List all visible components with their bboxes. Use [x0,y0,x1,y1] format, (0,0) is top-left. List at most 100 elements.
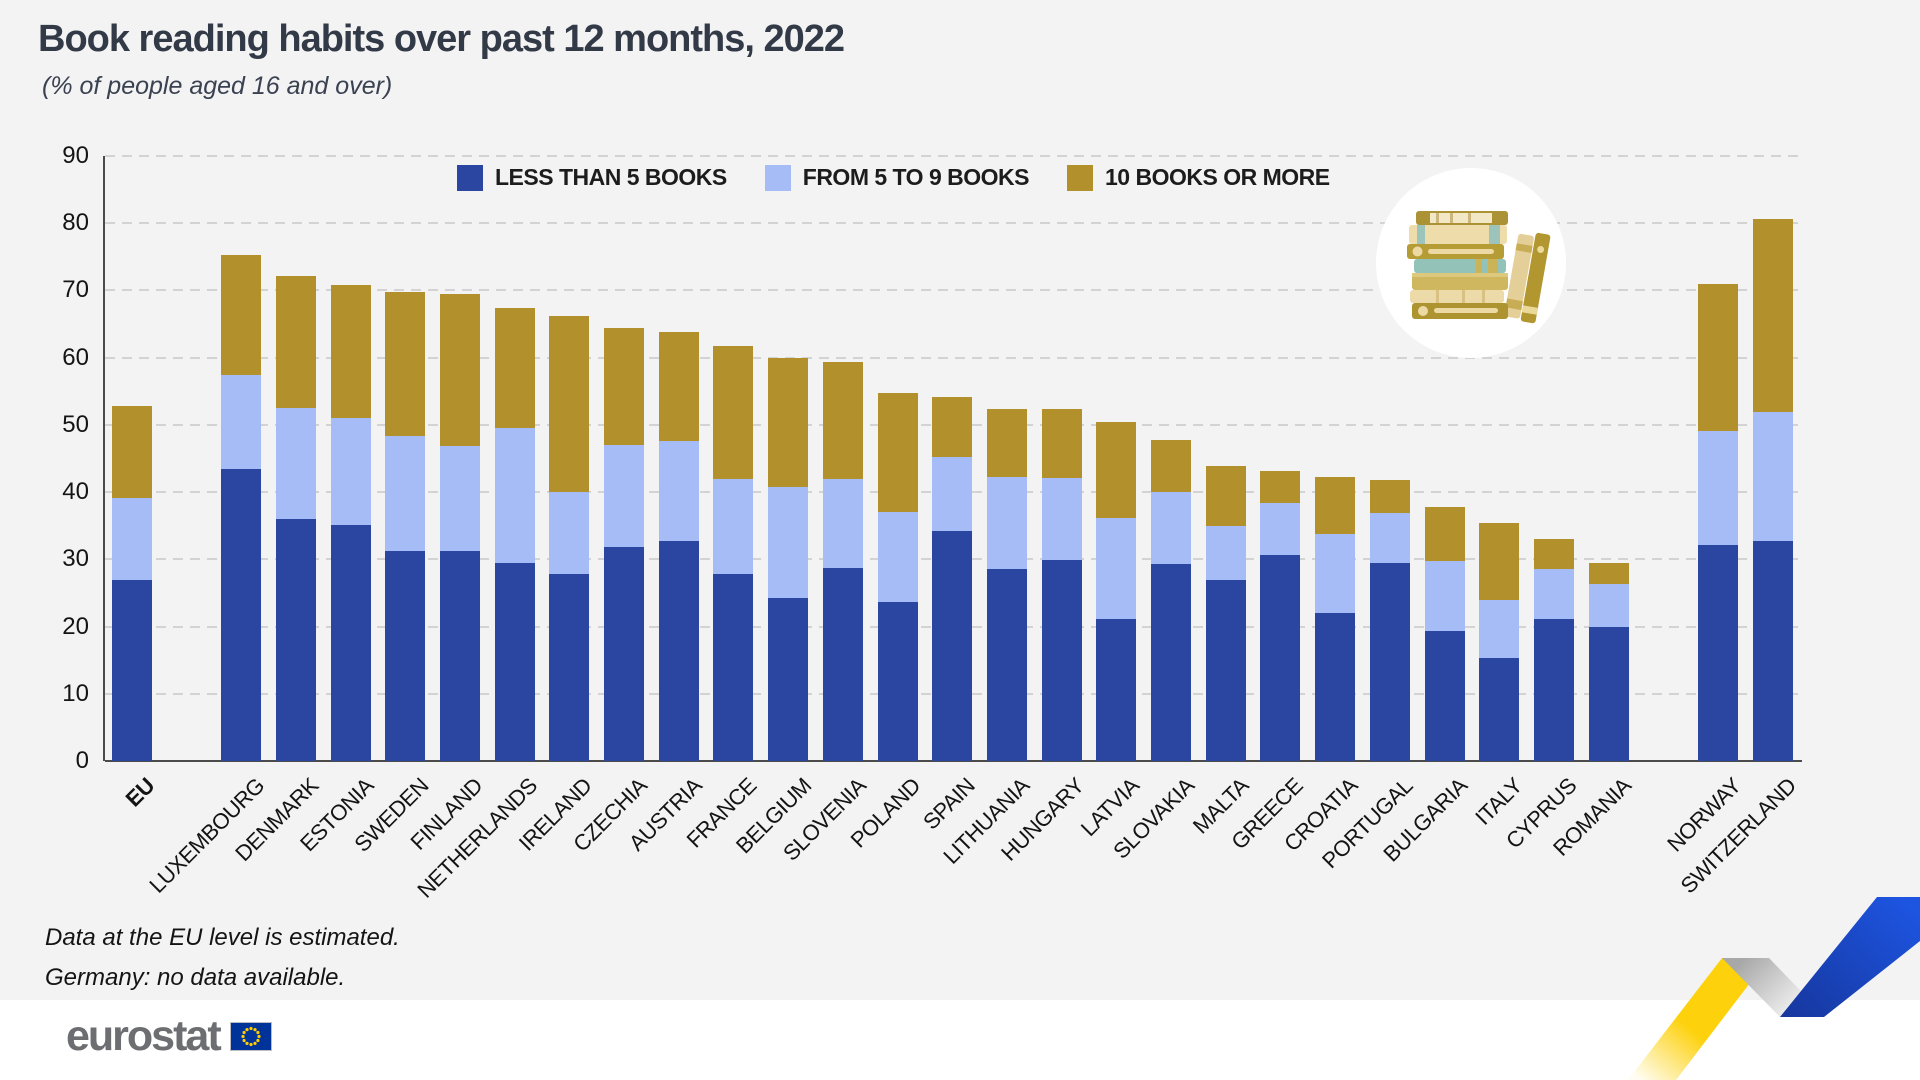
footnotes: Data at the EU level is estimated. Germa… [45,918,400,998]
bar-france [713,345,754,761]
bar-segment-10-books-or-more [1315,477,1356,534]
bar-segment-less-than-5-books [768,598,809,761]
bar-segment-from-5-to-9-books [275,408,316,519]
bar-segment-10-books-or-more [877,393,918,512]
bar-segment-less-than-5-books [1479,657,1520,761]
bar-segment-less-than-5-books [385,550,426,761]
bar-segment-10-books-or-more [1151,439,1191,493]
eurostat-logo: eurostat [66,1012,272,1061]
bar-segment-less-than-5-books [1041,560,1082,761]
bar-segment-10-books-or-more [713,345,754,480]
bar-segment-less-than-5-books [549,573,590,761]
bar-segment-less-than-5-books [494,562,535,761]
bar-slovenia [822,361,863,761]
legend-label: 10 BOOKS OR MORE [1104,164,1330,190]
ribbon-icon [1628,897,1920,1080]
bar-switzerland [1752,218,1793,761]
bar-segment-from-5-to-9-books [1533,569,1574,619]
footnote-eu-estimated: Data at the EU level is estimated. [45,924,400,951]
bar-italy [1479,523,1520,761]
bar-segment-from-5-to-9-books [1205,525,1246,581]
x-axis-line [105,760,1802,762]
bar-segment-less-than-5-books [275,519,316,761]
bar-segment-from-5-to-9-books [986,477,1027,569]
bar-malta [1205,466,1246,761]
bar-norway [1698,283,1738,761]
bar-segment-10-books-or-more [221,254,262,375]
bar-spain [932,397,973,761]
bar-segment-from-5-to-9-books [494,427,535,563]
bar-luxembourg [221,254,262,761]
bar-segment-from-5-to-9-books [877,511,918,602]
bar-segment-10-books-or-more [275,275,316,409]
bar-segment-less-than-5-books [439,551,480,761]
bar-austria [658,332,699,761]
bar-poland [877,393,918,761]
bar-cyprus [1533,538,1574,761]
bar-estonia [330,285,371,761]
bar-segment-10-books-or-more [1752,218,1793,412]
bar-segment-10-books-or-more [1533,538,1574,570]
bar-latvia [1096,422,1137,761]
bar-segment-10-books-or-more [1698,283,1738,431]
bar-eu [111,406,152,761]
bar-segment-less-than-5-books [986,568,1027,761]
bar-segment-10-books-or-more [932,397,973,458]
legend-item-2: 10 BOOKS OR MORE [1066,164,1330,191]
bar-ireland [549,316,590,761]
legend-item-1: FROM 5 TO 9 BOOKS [764,164,1029,191]
bar-segment-10-books-or-more [1205,466,1246,526]
bar-segment-from-5-to-9-books [658,441,699,542]
legend-swatch-icon [457,164,483,191]
bar-belgium [768,357,809,761]
bar-segment-less-than-5-books [713,573,754,761]
legend-swatch-icon [764,164,791,191]
y-axis-line [103,156,105,761]
bar-segment-less-than-5-books [1752,541,1793,761]
bar-segment-from-5-to-9-books [111,498,152,581]
y-axis-tick-70: 70 [62,276,89,304]
bar-portugal [1369,480,1410,761]
bar-czechia [604,328,644,761]
bar-segment-10-books-or-more [385,292,426,437]
bar-segment-from-5-to-9-books [549,491,590,574]
bar-segment-less-than-5-books [1588,627,1629,761]
bar-netherlands [494,307,535,761]
page-title: Book reading habits over past 12 months,… [38,18,845,60]
legend-label: LESS THAN 5 BOOKS [495,164,727,190]
bar-segment-from-5-to-9-books [1151,492,1191,564]
bar-segment-less-than-5-books [1260,554,1301,761]
bar-segment-from-5-to-9-books [604,445,644,548]
bar-segment-from-5-to-9-books [221,374,262,469]
bar-segment-from-5-to-9-books [1096,518,1137,619]
bar-segment-less-than-5-books [822,568,863,761]
bar-segment-from-5-to-9-books [439,446,480,552]
eurostat-zigzag-ribbon [1556,876,1920,1080]
bar-segment-from-5-to-9-books [932,457,973,532]
bar-finland [439,293,480,761]
bar-segment-less-than-5-books [1369,562,1410,761]
bar-hungary [1041,408,1082,761]
bar-segment-10-books-or-more [1041,408,1082,478]
books-icon [1376,168,1566,358]
bar-segment-less-than-5-books [932,531,973,761]
bar-segment-10-books-or-more [658,332,699,442]
y-axis-tick-10: 10 [62,679,89,707]
bar-segment-10-books-or-more [111,406,152,499]
legend-item-0: LESS THAN 5 BOOKS [457,164,727,191]
bar-segment-10-books-or-more [1096,422,1137,519]
bar-greece [1260,471,1301,761]
bar-segment-from-5-to-9-books [1260,502,1301,555]
bar-segment-from-5-to-9-books [1041,478,1082,560]
footnote-germany: Germany: no data available. [45,964,346,991]
bar-segment-less-than-5-books [1698,544,1738,761]
bar-segment-less-than-5-books [1424,630,1465,761]
bar-segment-from-5-to-9-books [1698,430,1738,545]
bar-segment-10-books-or-more [494,307,535,428]
leaning-books [1504,232,1551,324]
bar-segment-from-5-to-9-books [1369,513,1410,563]
y-axis-tick-40: 40 [62,478,89,506]
books-stack-illustration [1376,168,1566,358]
bar-croatia [1315,477,1356,761]
